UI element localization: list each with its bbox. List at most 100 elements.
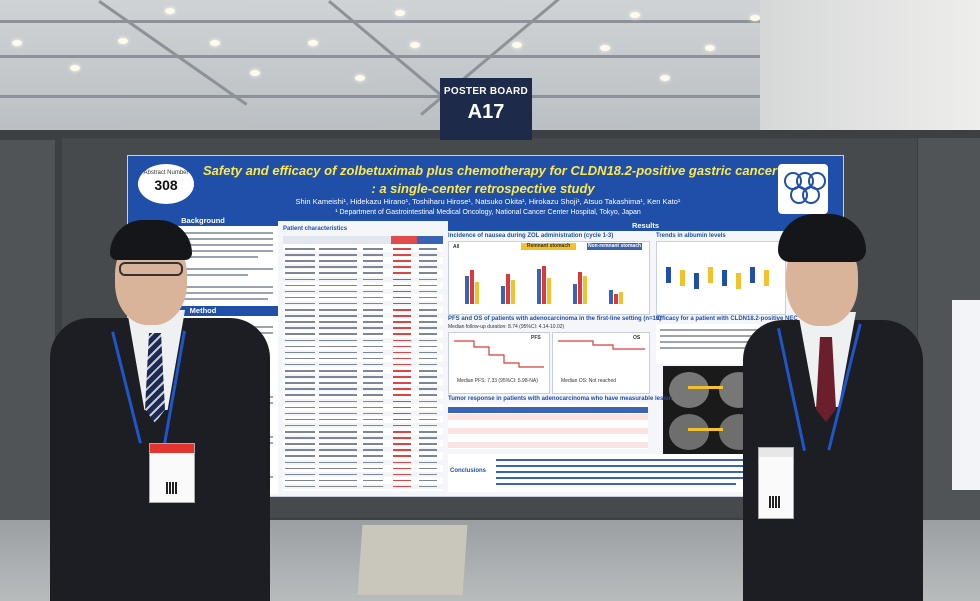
chart-bar [537, 269, 541, 304]
hair [110, 220, 192, 260]
section-background-heading: Background [128, 216, 278, 226]
ceiling-light [705, 45, 715, 51]
ceiling-light [118, 38, 128, 44]
chart-bar [614, 294, 618, 304]
patient-characteristics-table [283, 236, 443, 491]
chart-bar [475, 282, 479, 304]
os-title: OS [633, 335, 641, 341]
chart-bar [506, 274, 510, 304]
patient-characteristics-heading: Patient characteristics [283, 226, 348, 232]
poster-title-line2: : a single-center retrospective study [371, 181, 595, 196]
poster-board-number: A17 [467, 101, 505, 123]
table-row [283, 294, 443, 300]
person-left [45, 218, 275, 601]
ceiling-light [355, 75, 365, 81]
nausea-bars [459, 262, 644, 304]
conclusions-heading: Conclusions [450, 468, 487, 474]
pfs-km-line [454, 340, 544, 368]
ceiling-truss [98, 0, 248, 106]
table-row [283, 477, 443, 483]
poster-department: ¹ Department of Gastrointestinal Medical… [335, 209, 641, 216]
table-row [283, 258, 443, 264]
striped-tie [145, 333, 165, 423]
albumin-boxes [662, 257, 780, 302]
ceiling-light [512, 42, 522, 48]
table-row [448, 407, 648, 413]
ceiling-light [395, 10, 405, 16]
table-row [283, 331, 443, 337]
albumin-box-mark [750, 267, 755, 283]
hair [778, 214, 866, 262]
tumor-response-table [448, 404, 648, 449]
albumin-trend-chart [656, 241, 786, 315]
ceiling-light [250, 70, 260, 76]
poster-board-sign: POSTER BOARD A17 [440, 78, 532, 140]
institution-logo [778, 164, 828, 214]
ceiling-light [308, 40, 318, 46]
table-row [283, 276, 443, 282]
neighbor-poster [952, 300, 980, 490]
non-remnant-stomach-header: Non-remnant stomach [587, 243, 642, 250]
table-row [448, 414, 648, 420]
poster-title-line1: Safety and efficacy of zolbetuximab plus… [203, 163, 778, 178]
chart-bar [619, 292, 623, 304]
ceiling-light [165, 8, 175, 14]
table-row [283, 374, 443, 380]
median-pfs-text: Median PFS: 7.33 (95%CI: 5.98-NA) [457, 378, 538, 384]
ceiling-light [600, 45, 610, 51]
chart-all-label: All [453, 244, 460, 250]
table-row [283, 422, 443, 428]
table-row [448, 442, 648, 448]
abstract-label: Abstract Number [143, 170, 189, 176]
albumin-box-mark [736, 273, 741, 289]
table-row [448, 421, 648, 427]
table-row [283, 368, 443, 373]
albumin-box-mark [694, 273, 699, 289]
ceiling-light [210, 40, 220, 46]
table-row [283, 361, 443, 367]
ceiling-light [660, 75, 670, 81]
table-row [283, 459, 443, 465]
table-row [283, 270, 443, 276]
table-row [283, 386, 443, 392]
table-row [283, 252, 443, 258]
side-panel-left [0, 140, 55, 520]
tumor-response-heading: Tumor response in patients with adenocar… [448, 396, 673, 402]
chart-bar [470, 270, 474, 304]
albumin-box-mark [680, 270, 685, 286]
ceiling-light [630, 12, 640, 18]
table-row [283, 392, 443, 398]
abstract-number-badge: Abstract Number 308 [138, 164, 194, 204]
table-row [283, 307, 443, 312]
ceiling-truss [0, 95, 760, 98]
follow-up-text: Median follow-up duration: 8.74 (95%CI: … [448, 324, 565, 330]
table-row [448, 428, 648, 434]
table-row [283, 264, 443, 270]
chart-bar [465, 276, 469, 304]
poster-header: Abstract Number 308 Safety and efficacy … [128, 156, 843, 221]
albumin-box-mark [722, 270, 727, 286]
median-os-text: Median OS: Not reached [561, 378, 617, 384]
table-row [283, 465, 443, 471]
table-row [283, 325, 443, 331]
albumin-chart-heading: Trends in albumin levels [656, 233, 726, 239]
ceiling-truss [0, 20, 760, 23]
table-row [283, 282, 443, 288]
table-row [283, 471, 443, 477]
table-row [283, 288, 443, 294]
chart-bar [547, 278, 551, 304]
name-badge [149, 443, 195, 503]
table-row [283, 300, 443, 306]
section-method-heading: Method [128, 306, 278, 316]
table-row [448, 435, 648, 441]
table-row [283, 410, 443, 416]
table-row [283, 483, 443, 489]
table-row [283, 441, 443, 447]
os-km-line [558, 340, 645, 350]
table-row [283, 380, 443, 386]
chart-bar [583, 276, 587, 304]
person-right [738, 212, 928, 601]
chart-bar [578, 272, 582, 304]
red-tie [816, 337, 836, 422]
poster-board-label: POSTER BOARD [443, 86, 529, 97]
